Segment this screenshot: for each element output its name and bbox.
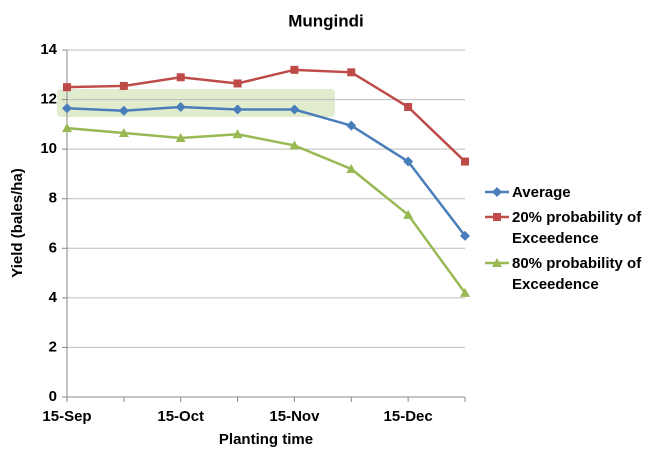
data-point xyxy=(63,83,71,92)
legend-swatch xyxy=(485,187,509,197)
series-line xyxy=(66,68,466,163)
legend-label: Average xyxy=(512,184,571,201)
data-point xyxy=(232,104,243,115)
series-line xyxy=(66,126,467,294)
data-point xyxy=(461,157,469,166)
y-tick-label: 6 xyxy=(49,239,57,256)
data-point xyxy=(62,103,72,114)
data-point xyxy=(404,103,413,112)
y-tick-label: 8 xyxy=(49,190,57,207)
data-point xyxy=(289,104,300,115)
legend-marker xyxy=(492,187,502,197)
data-point xyxy=(346,120,357,131)
y-tick-label: 14 xyxy=(40,41,57,58)
y-tick-label: 4 xyxy=(49,289,58,306)
legend-swatch xyxy=(485,213,509,221)
data-point xyxy=(232,129,243,139)
data-point xyxy=(347,68,356,77)
x-tick-label: 15-Nov xyxy=(269,408,320,425)
chart-title: Mungindi xyxy=(288,11,364,30)
legend: Average 20% probability of Exceedence 80% … xyxy=(484,182,667,299)
y-tick-label: 0 xyxy=(49,388,57,405)
x-tick-label: 15-Dec xyxy=(384,408,433,425)
legend-marker xyxy=(492,258,502,267)
y-tick-label: 12 xyxy=(40,91,57,108)
x-axis-title: Planting time xyxy=(219,431,313,448)
legend-item: Average xyxy=(484,182,667,203)
legend-label: 20% probability of Exceedence xyxy=(512,209,642,247)
data-point xyxy=(175,132,186,142)
data-point xyxy=(119,81,128,90)
data-point xyxy=(62,123,72,133)
legend-item: 80% probability of Exceedence xyxy=(484,253,667,295)
data-point xyxy=(118,105,129,116)
legend-swatch xyxy=(485,258,509,267)
legend-marker xyxy=(493,213,501,221)
data-point xyxy=(403,156,414,167)
data-point xyxy=(176,73,185,82)
data-point xyxy=(118,128,129,138)
data-point xyxy=(460,287,470,297)
x-tick-label: 15-Oct xyxy=(157,408,204,425)
data-point xyxy=(289,140,300,150)
y-tick-label: 10 xyxy=(40,140,57,157)
data-point xyxy=(233,79,242,88)
legend-label: 80% probability of Exceedence xyxy=(512,255,642,293)
data-point xyxy=(403,209,414,219)
data-point xyxy=(460,230,470,241)
series-line xyxy=(66,105,466,237)
x-tick-label: 15-Sep xyxy=(42,408,91,425)
legend-item: 20% probability of Exceedence xyxy=(484,207,667,249)
data-point xyxy=(346,163,357,173)
y-axis-title: Yield (bales/ha) xyxy=(9,168,26,277)
data-point xyxy=(175,102,186,113)
y-tick-label: 2 xyxy=(49,338,57,355)
data-point xyxy=(290,65,299,74)
